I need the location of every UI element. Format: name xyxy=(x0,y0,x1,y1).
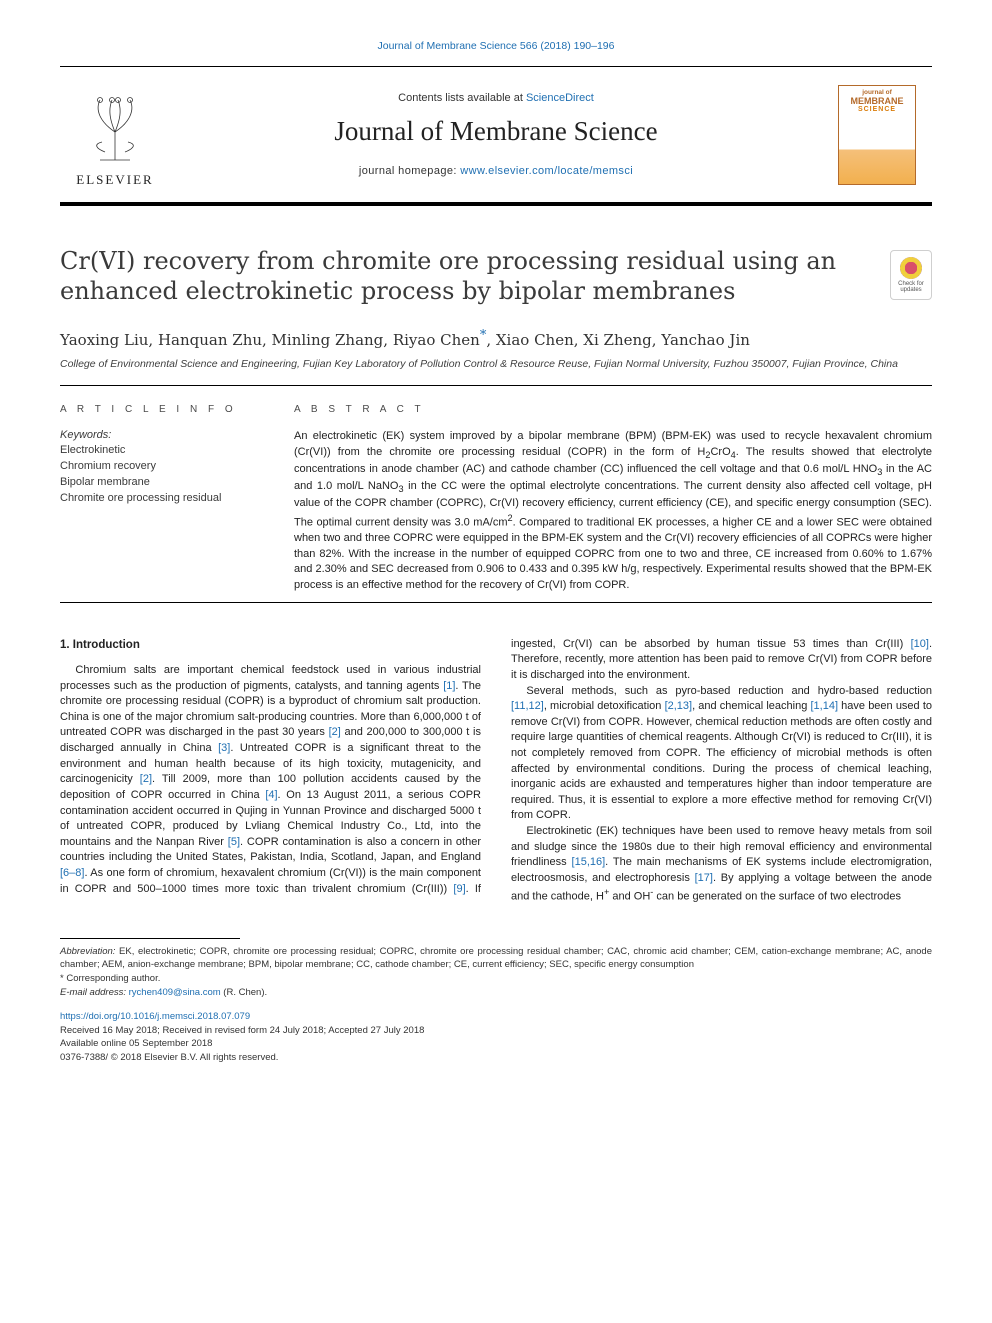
authors-line: Yaoxing Liu, Hanquan Zhu, Minling Zhang,… xyxy=(60,328,932,349)
rule-above-abstract xyxy=(60,385,932,386)
doi-link[interactable]: https://doi.org/10.1016/j.memsci.2018.07… xyxy=(60,1011,250,1022)
affiliation: College of Environmental Science and Eng… xyxy=(60,357,932,371)
check-updates-badge[interactable]: Check for updates xyxy=(890,250,932,300)
email-tail: (R. Chen). xyxy=(221,987,267,998)
body-paragraph: Electrokinetic (EK) techniques have been… xyxy=(511,824,932,906)
journal-masthead: ELSEVIER Contents lists available at Sci… xyxy=(60,66,932,206)
keyword-item: Chromium recovery xyxy=(60,459,270,475)
issue-citation-link[interactable]: Journal of Membrane Science 566 (2018) 1… xyxy=(378,40,615,52)
keyword-item: Chromite ore processing residual xyxy=(60,491,270,507)
elsevier-tree-icon xyxy=(76,82,154,172)
cover-line2: MEMBRANE xyxy=(851,97,904,106)
doi-line: https://doi.org/10.1016/j.memsci.2018.07… xyxy=(60,1010,932,1024)
journal-cover-thumbnail: journal of MEMBRANE SCIENCE xyxy=(838,85,916,185)
masthead-center: Contents lists available at ScienceDirec… xyxy=(170,67,822,202)
cover-line3: SCIENCE xyxy=(858,106,896,113)
check-updates-line2: updates xyxy=(900,287,921,293)
journal-homepage-line: journal homepage: www.elsevier.com/locat… xyxy=(359,165,633,177)
body-paragraph: Several methods, such as pyro-based redu… xyxy=(511,684,932,824)
email-line: E-mail address: rychen409@sina.com (R. C… xyxy=(60,986,932,1000)
keywords-list: ElectrokineticChromium recoveryBipolar m… xyxy=(60,443,270,507)
rule-below-abstract xyxy=(60,602,932,603)
article-info-head: A R T I C L E I N F O xyxy=(60,404,270,415)
footer-block: Abbreviation: EK, electrokinetic; COPR, … xyxy=(60,938,932,1065)
available-online-line: Available online 05 September 2018 xyxy=(60,1037,932,1051)
crossmark-icon xyxy=(900,257,922,279)
issue-citation: Journal of Membrane Science 566 (2018) 1… xyxy=(60,40,932,52)
keyword-item: Electrokinetic xyxy=(60,443,270,459)
abbreviations: Abbreviation: EK, electrokinetic; COPR, … xyxy=(60,945,932,973)
body-two-columns: 1. Introduction Chromium salts are impor… xyxy=(60,637,932,906)
abstract-text: An electrokinetic (EK) system improved b… xyxy=(294,429,932,594)
abstract-head: A B S T R A C T xyxy=(294,404,932,415)
corresponding-email-link[interactable]: rychen409@sina.com xyxy=(129,987,221,998)
history-line: Received 16 May 2018; Received in revise… xyxy=(60,1024,932,1038)
section-1-head: 1. Introduction xyxy=(60,637,481,653)
homepage-prefix: journal homepage: xyxy=(359,165,460,177)
sciencedirect-link[interactable]: ScienceDirect xyxy=(526,92,594,104)
email-label: E-mail address: xyxy=(60,987,129,998)
article-title: Cr(VI) recovery from chromite ore proces… xyxy=(60,246,874,306)
journal-homepage-link[interactable]: www.elsevier.com/locate/memsci xyxy=(460,165,633,177)
contents-line: Contents lists available at ScienceDirec… xyxy=(398,92,594,104)
publisher-name: ELSEVIER xyxy=(76,172,153,188)
journal-title: Journal of Membrane Science xyxy=(334,116,657,147)
journal-cover-block: journal of MEMBRANE SCIENCE xyxy=(822,67,932,202)
corresponding-note: * Corresponding author. xyxy=(60,972,932,986)
keyword-item: Bipolar membrane xyxy=(60,475,270,491)
keywords-head: Keywords: xyxy=(60,429,270,441)
contents-prefix: Contents lists available at xyxy=(398,92,526,104)
copyright-line: 0376-7388/ © 2018 Elsevier B.V. All righ… xyxy=(60,1051,932,1065)
footer-rule xyxy=(60,938,240,939)
publisher-logo-block: ELSEVIER xyxy=(60,67,170,202)
